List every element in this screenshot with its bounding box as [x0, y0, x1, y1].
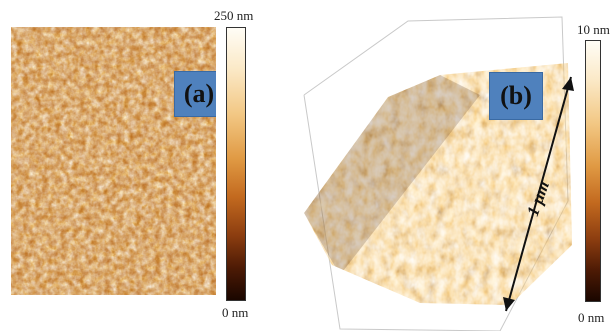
height-colorbar-b — [585, 40, 601, 302]
afm-3d-view — [300, 15, 580, 332]
colorbar-a-min-label: 0 nm — [222, 305, 249, 320]
afm-2d-texture — [11, 27, 216, 295]
height-colorbar-a — [226, 27, 246, 301]
panel-b-label: (b) — [489, 72, 543, 120]
afm-3d-surface — [303, 16, 574, 332]
scale-arrow — [505, 76, 572, 312]
colorbar-a-max-label: 250 nm — [214, 8, 254, 23]
afm-2d-image: (a) — [11, 27, 216, 295]
colorbar-b-min-label: 0 nm — [578, 310, 605, 325]
colorbar-b-max-label: 10 nm — [577, 22, 610, 37]
panel-a-label: (a) — [174, 71, 216, 117]
